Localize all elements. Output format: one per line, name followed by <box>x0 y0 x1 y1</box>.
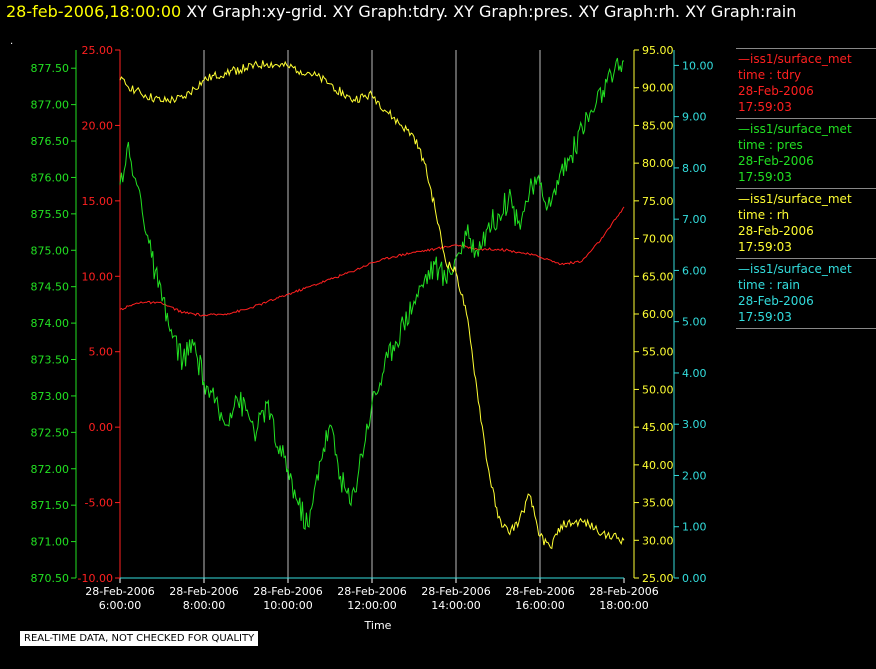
legend-var: time : rain <box>738 278 801 292</box>
y-tick-label: 877.00 <box>31 99 70 112</box>
y-tick-label: -5.00 <box>85 497 113 510</box>
y-tick-label: 1.00 <box>682 521 707 534</box>
y-tick-label: 4.00 <box>682 367 707 380</box>
x-tick-label: 14:00:00 <box>431 599 480 612</box>
y-tick-label: 871.00 <box>31 536 70 549</box>
header-datetime: 28-feb-2006,18:00:00 <box>6 2 182 21</box>
y-tick-label: 45.00 <box>642 421 674 434</box>
y-tick-label: 75.00 <box>642 195 674 208</box>
legend-date: 28-Feb-2006 <box>738 154 814 168</box>
y-tick-label: 55.00 <box>642 346 674 359</box>
y-tick-label: 80.00 <box>642 157 674 170</box>
legend-name: —iss1/surface_met <box>738 122 852 136</box>
legend-time: 17:59:03 <box>738 100 792 114</box>
x-tick-label: 8:00:00 <box>183 599 225 612</box>
marker-dot: . <box>10 36 14 47</box>
y-tick-label: 872.00 <box>31 463 70 476</box>
x-tick-label: 10:00:00 <box>263 599 312 612</box>
legend-name: —iss1/surface_met <box>738 52 852 66</box>
y-tick-label: 3.00 <box>682 418 707 431</box>
x-tick-label: 28-Feb-2006 <box>505 585 574 598</box>
legend-time: 17:59:03 <box>738 170 792 184</box>
pres-series-line <box>119 57 625 531</box>
y-tick-label: 85.00 <box>642 119 674 132</box>
y-tick-label: 40.00 <box>642 459 674 472</box>
legend-var: time : tdry <box>738 68 802 82</box>
y-tick-label: 65.00 <box>642 270 674 283</box>
x-tick-label: 18:00:00 <box>599 599 648 612</box>
y-tick-label: 873.00 <box>31 390 70 403</box>
y-tick-label: 871.50 <box>31 499 70 512</box>
y-tick-label: 873.50 <box>31 354 70 367</box>
y-tick-label: 874.50 <box>31 281 70 294</box>
y-tick-label: 875.50 <box>31 208 70 221</box>
quality-disclaimer: REAL-TIME DATA, NOT CHECKED FOR QUALITY <box>20 631 259 646</box>
y-tick-label: 20.00 <box>82 119 114 132</box>
y-tick-label: 5.00 <box>682 316 707 329</box>
legend-time: 17:59:03 <box>738 310 792 324</box>
y-tick-label: 870.50 <box>31 572 70 585</box>
legend-name: —iss1/surface_met <box>738 192 852 206</box>
x-tick-label: 28-Feb-2006 <box>253 585 322 598</box>
legend-date: 28-Feb-2006 <box>738 294 814 308</box>
y-tick-label: 0.00 <box>89 421 114 434</box>
y-tick-label: 2.00 <box>682 469 707 482</box>
y-tick-label: 875.00 <box>31 244 70 257</box>
legend-time: 17:59:03 <box>738 240 792 254</box>
y-tick-label: 877.50 <box>31 62 70 75</box>
x-tick-label: 16:00:00 <box>515 599 564 612</box>
y-tick-label: 872.50 <box>31 426 70 439</box>
y-tick-label: 8.00 <box>682 162 707 175</box>
x-tick-label: 28-Feb-2006 <box>85 585 154 598</box>
graph-header: 28-feb-2006,18:00:00 XY Graph:xy-grid. X… <box>6 2 796 22</box>
y-tick-label: 874.00 <box>31 317 70 330</box>
chart-legend: —iss1/surface_met time : tdry 28-Feb-2006 1… <box>736 48 876 329</box>
y-tick-label: 25.00 <box>82 44 114 57</box>
x-tick-label: 28-Feb-2006 <box>421 585 490 598</box>
y-tick-label: 60.00 <box>642 308 674 321</box>
x-tick-label: 12:00:00 <box>347 599 396 612</box>
y-tick-label: 6.00 <box>682 264 707 277</box>
legend-var: time : pres <box>738 138 803 152</box>
y-tick-label: 10.00 <box>682 59 714 72</box>
y-tick-label: -10.00 <box>78 572 113 585</box>
y-tick-label: 9.00 <box>682 111 707 124</box>
y-tick-label: 15.00 <box>82 195 114 208</box>
y-tick-label: 30.00 <box>642 534 674 547</box>
x-tick-label: 28-Feb-2006 <box>169 585 238 598</box>
y-tick-label: 90.00 <box>642 82 674 95</box>
y-tick-label: 95.00 <box>642 44 674 57</box>
legend-date: 28-Feb-2006 <box>738 84 814 98</box>
rh-series-line <box>119 60 625 550</box>
y-tick-label: 10.00 <box>82 270 114 283</box>
y-tick-label: 5.00 <box>89 346 114 359</box>
y-tick-label: 35.00 <box>642 497 674 510</box>
legend-date: 28-Feb-2006 <box>738 224 814 238</box>
y-tick-label: 25.00 <box>642 572 674 585</box>
y-tick-label: 50.00 <box>642 383 674 396</box>
y-tick-label: 70.00 <box>642 233 674 246</box>
y-tick-label: 7.00 <box>682 213 707 226</box>
legend-name: —iss1/surface_met <box>738 262 852 276</box>
x-axis-label: Time <box>364 619 392 632</box>
x-tick-label: 6:00:00 <box>99 599 141 612</box>
y-tick-label: 876.50 <box>31 135 70 148</box>
y-tick-label: 876.00 <box>31 171 70 184</box>
legend-var: time : rh <box>738 208 790 222</box>
header-graph-list: XY Graph:xy-grid. XY Graph:tdry. XY Grap… <box>186 2 797 21</box>
y-tick-label: 0.00 <box>682 572 707 585</box>
x-tick-label: 28-Feb-2006 <box>337 585 406 598</box>
tdry-series-line <box>119 206 625 317</box>
x-tick-label: 28-Feb-2006 <box>589 585 658 598</box>
